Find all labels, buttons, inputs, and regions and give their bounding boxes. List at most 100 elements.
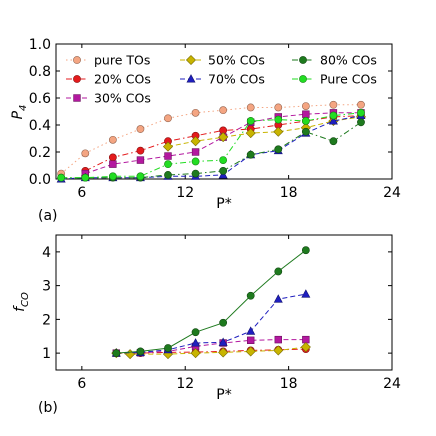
panel-a-point-pure-tos — [357, 100, 365, 109]
panel-b-point-70pct-cos — [273, 294, 283, 303]
panel-a-point-pure-cos — [164, 160, 172, 169]
panel-a-line-pure-cos — [61, 112, 362, 179]
panel-a-legend: pure TOs 20% COs 30% COs 50% COs 70% COs 80% … — [66, 53, 377, 106]
panel-a-point-pure-cos — [136, 172, 145, 181]
panel-b-point-50pct-cos — [300, 342, 311, 353]
panel-b-point-30pct-cos — [302, 335, 310, 344]
panel-a-point-pure-cos — [357, 108, 365, 117]
panel-a-point-pure-tos — [329, 100, 338, 109]
panel-b-ytick-label: 2 — [42, 312, 51, 328]
panel-a: 6 12 18 24 0.0 0.2 0.4 0.6 0.8 1.0 pure TOs 20% CO… — [10, 37, 401, 224]
panel-a-point-80pct-cos — [329, 137, 338, 146]
panel-a-point-50pct-cos — [245, 128, 256, 139]
legend-label: 80% COs — [320, 53, 377, 68]
panel-a-point-pure-cos — [57, 173, 66, 182]
panel-b-series — [111, 246, 311, 360]
panel-b-point-50pct-cos — [245, 346, 256, 357]
legend-label: 50% COs — [208, 53, 265, 68]
panel-a-point-pure-cos — [81, 173, 90, 182]
panel-a-label: (a) — [38, 208, 58, 224]
panel-a-point-80pct-cos — [274, 145, 283, 154]
panel-a-point-30pct-cos — [191, 148, 200, 156]
panel-a-ytick-label: 0.0 — [29, 172, 51, 188]
panel-a-point-70pct-cos — [328, 116, 338, 125]
panel-a-point-pure-cos — [246, 117, 255, 125]
panel-a-point-20pct-cos — [136, 146, 145, 155]
panel-b-point-30pct-cos — [274, 335, 282, 344]
panel-b-xtick-label: 18 — [280, 376, 298, 392]
panel-b-point-70pct-cos — [191, 338, 201, 347]
panel-a-point-50pct-cos — [162, 141, 174, 152]
panel-a-point-30pct-cos — [302, 110, 310, 118]
panel-b-ytick-label: 4 — [42, 245, 51, 261]
panel-b-point-80pct-cos — [301, 246, 310, 255]
panel-b-line-50pct-cos — [116, 346, 306, 355]
panel-b-point-50pct-cos — [190, 348, 201, 359]
panel-a-xlabel: P* — [216, 196, 231, 212]
panel-b-point-70pct-cos — [218, 337, 228, 346]
panel-a-line-pure-tos — [60, 104, 361, 174]
panel-b-point-80pct-cos — [246, 291, 255, 300]
panel-a-ytick-label: 0.4 — [29, 118, 51, 134]
legend-label: 20% COs — [94, 72, 151, 87]
legend-item-pure-tos: pure TOs — [66, 53, 150, 68]
legend-swatch-marker — [73, 94, 81, 102]
panel-a-point-30pct-cos — [136, 156, 145, 164]
panel-a-point-pure-tos — [136, 125, 145, 133]
panel-a-point-80pct-cos — [191, 169, 200, 178]
panel-a-point-30pct-cos — [164, 152, 172, 160]
legend-item-50pct-cos: 50% COs — [180, 53, 265, 68]
legend-item-30pct-cos: 30% COs — [66, 91, 151, 106]
panel-b-xtick-label: 6 — [77, 376, 86, 392]
panel-b-line-30pct-cos — [116, 339, 306, 354]
panel-a-series-80pct-cos — [57, 118, 365, 182]
panel-a-point-pure-tos — [301, 102, 310, 110]
panel-a-point-pure-tos — [108, 135, 117, 144]
legend-swatch-marker — [73, 56, 81, 64]
panel-a-point-30pct-cos — [109, 160, 117, 168]
panel-b-point-80pct-cos — [112, 349, 121, 358]
panel-a-series — [56, 100, 367, 183]
panel-b-xlabel: P* — [216, 387, 231, 403]
panel-b-xtick-label: 12 — [176, 376, 194, 392]
panel-b-xtick-label: 24 — [383, 376, 401, 392]
panel-a-series-30pct-cos — [81, 109, 365, 178]
panel-a-point-pure-cos — [274, 115, 283, 124]
panel-b-point-70pct-cos — [301, 289, 311, 298]
panel-a-ticks: 6 12 18 24 0.0 0.2 0.4 0.6 0.8 1.0 — [29, 37, 401, 201]
panel-a-line-50pct-cos — [167, 116, 362, 148]
panel-b-series-80pct-cos — [112, 246, 310, 358]
panel-a-point-pure-tos — [219, 106, 228, 115]
panel-b-series-70pct-cos — [111, 289, 311, 357]
legend-item-pure-cos: Pure COs — [292, 72, 377, 87]
panel-a-series-70pct-cos — [56, 110, 366, 183]
panel-b-ylabel-main: f — [12, 305, 28, 312]
panel-a-ylabel: P4 — [10, 105, 29, 120]
panel-b-ytick-label: 3 — [42, 279, 51, 295]
panel-a-point-pure-cos — [191, 157, 200, 166]
panel-a-xtick-label: 6 — [77, 185, 86, 201]
panel-a-ylabel-sub: 4 — [18, 105, 29, 111]
panel-a-series-pure-tos — [57, 100, 365, 178]
panel-a-xtick-label: 24 — [383, 185, 401, 201]
panel-a-point-pure-tos — [246, 103, 255, 112]
panel-a-point-pure-cos — [219, 156, 228, 164]
panel-a-ytick-label: 0.2 — [29, 145, 51, 161]
panel-a-point-pure-cos — [301, 117, 310, 125]
legend-swatch-marker — [185, 54, 197, 66]
panel-a-point-50pct-cos — [273, 126, 284, 137]
panel-b-point-80pct-cos — [274, 267, 283, 276]
panel-a-xtick-label: 18 — [280, 185, 298, 201]
panel-a-frame — [55, 43, 393, 180]
legend-label: pure TOs — [94, 53, 150, 68]
legend-item-20pct-cos: 20% COs — [66, 72, 151, 87]
legend-label: 70% COs — [208, 72, 265, 87]
panel-a-point-pure-tos — [191, 108, 200, 117]
panel-a-ytick-label: 0.6 — [29, 91, 51, 107]
panel-a-point-pure-tos — [274, 103, 283, 112]
panel-a-series-20pct-cos — [81, 111, 365, 175]
panel-a-ytick-label: 0.8 — [29, 64, 51, 80]
panel-b-label: (b) — [38, 400, 58, 416]
panel-b-point-80pct-cos — [191, 328, 200, 337]
